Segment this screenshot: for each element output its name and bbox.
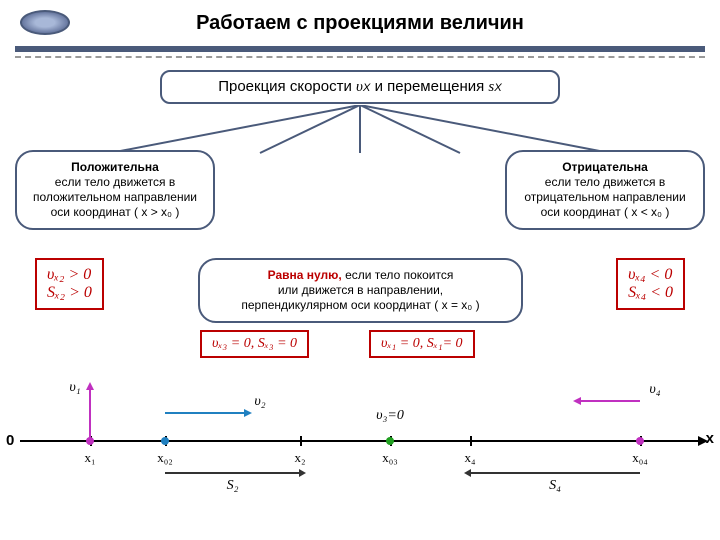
displacement-label: S₂: [227, 478, 239, 494]
bubble-negative-h: Отрицательна: [562, 160, 648, 174]
vbox-r1: υₓ₄ < 0: [628, 266, 673, 284]
axis-area: 0 x x₁x₀₂x₂x₀₃x₄x₀₄υ₁υ₂υ₃=0υ₄S₂S₄: [0, 360, 720, 500]
axis-line: [20, 440, 700, 442]
tick: [470, 436, 472, 446]
velocity-label: υ₁: [69, 380, 80, 396]
displacement-vector: [165, 472, 300, 474]
bubble-negative-t1: если тело движется в: [545, 175, 665, 189]
bubble-zero: Равна нулю, если тело покоится или движе…: [198, 258, 523, 323]
subtitle-pre: Проекция скорости: [218, 78, 356, 95]
connector-lines: [0, 105, 720, 155]
tick-label: x₄: [464, 450, 475, 466]
bubble-negative-t2: отрицательном направлении: [524, 190, 685, 204]
tick-label: x₀₄: [632, 450, 648, 466]
bubble-negative-t3: оси координат ( x < x₀ ): [541, 205, 670, 219]
bubble-positive-h: Положительна: [71, 160, 159, 174]
velocity-vector: [165, 412, 245, 414]
vbox-left: υₓ₂ > 0 Sₓ₂ > 0: [35, 258, 104, 310]
subtitle-mid: и перемещения: [375, 78, 489, 95]
eq-row: υₓ₃ = 0, Sₓ₃ = 0 υₓ₁ = 0, Sₓ₁= 0: [200, 330, 680, 358]
logo-ellipse: [20, 10, 70, 35]
rule-thick: [15, 46, 705, 52]
bubble-positive-t2: положительном направлении: [33, 190, 197, 204]
vbox-right: υₓ₄ < 0 Sₓ₄ < 0: [616, 258, 685, 310]
bubble-negative: Отрицательна если тело движется в отрица…: [505, 150, 705, 230]
bubble-zero-h: Равна нулю,: [268, 268, 342, 282]
subtitle-vs: X: [363, 82, 371, 94]
vbox-l1: υₓ₂ > 0: [47, 266, 92, 284]
velocity-label: υ₄: [649, 382, 660, 398]
velocity-vector: [580, 400, 640, 402]
bubble-positive-t3: оси координат ( x > x₀ ): [51, 205, 180, 219]
velocity-label: υ₂: [254, 394, 265, 410]
eq-1: υₓ₃ = 0, Sₓ₃ = 0: [200, 330, 309, 358]
axis-point: [636, 437, 644, 445]
page-title: Работаем с проекциями величин: [0, 0, 720, 35]
bubble-positive-t1: если тело движется в: [55, 175, 175, 189]
bubble-zero-t3: перпендикулярном оси координат ( x = x₀ …: [241, 298, 479, 312]
tick-label: x₀₂: [157, 450, 173, 466]
displacement-vector: [470, 472, 640, 474]
subtitle-ss: X: [494, 82, 502, 94]
tick: [300, 436, 302, 446]
tick-label: x₁: [84, 450, 95, 466]
vbox-r2: Sₓ₄ < 0: [628, 284, 673, 302]
bubble-zero-t1: если тело покоится: [345, 268, 453, 282]
tick-label: x₀₃: [382, 450, 398, 466]
displacement-label: S₄: [549, 478, 561, 494]
eq-2: υₓ₁ = 0, Sₓ₁= 0: [369, 330, 475, 358]
tick-label: x₂: [294, 450, 305, 466]
rule-dashed: [15, 56, 705, 58]
velocity-vector: [89, 388, 91, 440]
velocity-label: υ₃=0: [376, 408, 404, 424]
axis-zero: 0: [6, 432, 14, 449]
vbox-l2: Sₓ₂ > 0: [47, 284, 92, 302]
bubble-positive: Положительна если тело движется в положи…: [15, 150, 215, 230]
bubble-zero-t2: или движется в направлении,: [278, 283, 443, 297]
subtitle-box: Проекция скорости υX и перемещения sX: [160, 70, 560, 104]
axis-point: [161, 437, 169, 445]
subtitle-v: υ: [356, 79, 363, 95]
axis-point: [386, 437, 394, 445]
